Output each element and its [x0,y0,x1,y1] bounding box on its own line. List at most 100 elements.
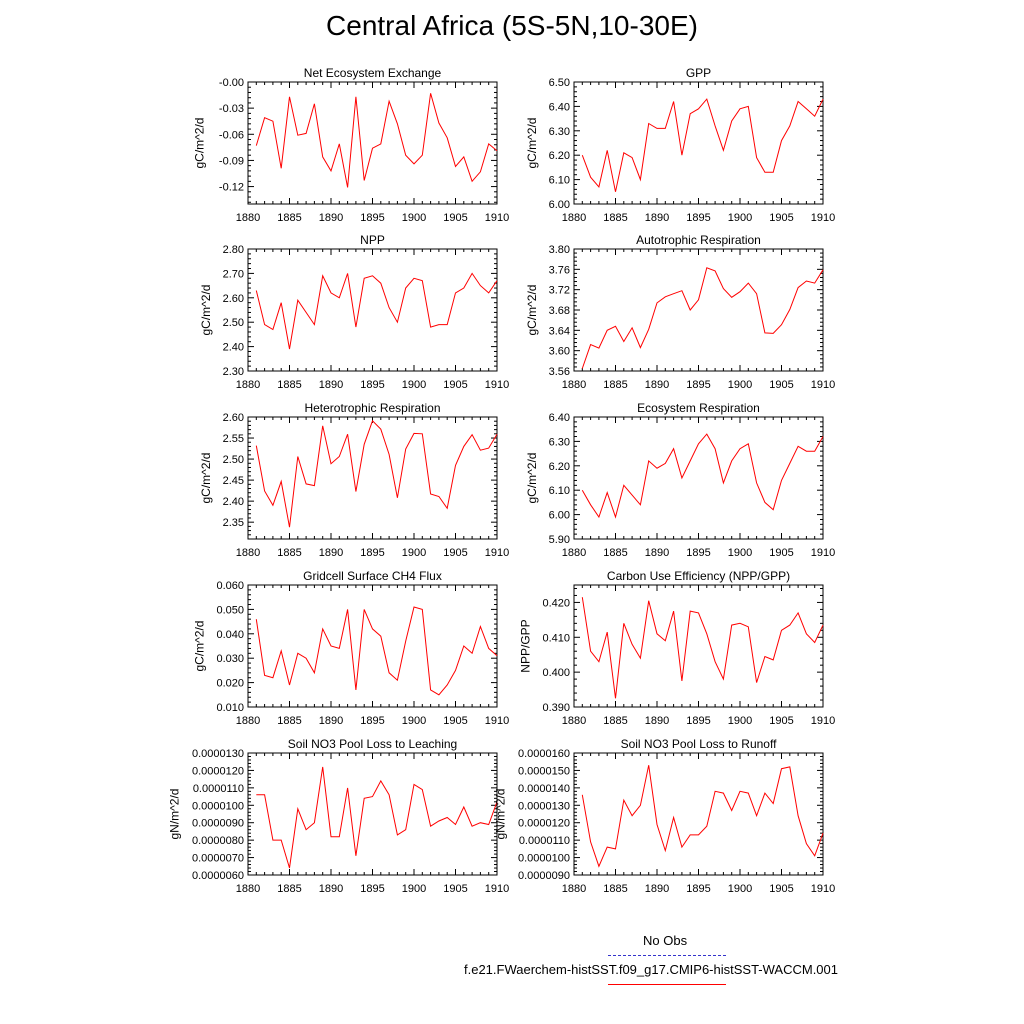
y-tick-label: 0.390 [542,702,570,714]
y-tick-label: 6.30 [549,436,570,448]
x-tick-label: 1905 [443,547,467,559]
plot-frame [247,248,498,372]
plot-frame [573,752,824,876]
y-axis-label: gN/m^2/d [493,789,507,840]
x-tick-label: 1890 [645,547,669,559]
x-tick-label: 1910 [811,379,835,391]
y-tick-label: 0.0000160 [518,748,570,760]
series-line [581,433,824,519]
x-tick-label: 1895 [686,379,710,391]
x-tick-label: 1880 [236,379,260,391]
panel-title: Carbon Use Efficiency (NPP/GPP) [607,569,790,583]
x-tick-label: 1885 [603,379,627,391]
y-tick-label: 3.72 [549,285,570,297]
y-tick-label: 2.60 [223,412,244,424]
x-tick-label: 1905 [769,212,793,224]
y-axis-label: NPP/GPP [519,619,533,672]
y-tick-label: 0.0000150 [518,765,570,777]
y-tick-label: -0.03 [219,103,244,115]
x-tick-label: 1895 [686,883,710,895]
panel-title: Gridcell Surface CH4 Flux [303,569,442,583]
x-tick-label: 1910 [485,212,509,224]
x-tick-label: 1880 [562,379,586,391]
x-tick-label: 1895 [686,212,710,224]
y-tick-label: 0.0000100 [518,853,570,865]
x-tick-label: 1895 [360,212,384,224]
y-axis-label: gC/m^2/d [525,118,539,169]
x-tick-label: 1885 [277,379,301,391]
y-tick-label: 0.0000130 [192,748,244,760]
y-tick-label: 2.80 [223,244,244,256]
y-tick-label: 6.30 [549,126,570,138]
x-tick-label: 1900 [728,883,752,895]
x-tick-label: 1905 [443,715,467,727]
x-tick-label: 1885 [603,883,627,895]
y-tick-label: 3.56 [549,366,570,378]
plot-frame [573,248,824,372]
x-tick-label: 1890 [645,883,669,895]
y-tick-label: 0.020 [216,678,244,690]
y-tick-label: 2.55 [223,433,244,445]
y-tick-label: 2.35 [223,517,244,529]
y-tick-label: 6.40 [549,412,570,424]
y-tick-label: 0.0000080 [192,835,244,847]
y-tick-label: 3.68 [549,305,570,317]
y-tick-label: 0.060 [216,580,244,592]
y-tick-label: 0.050 [216,604,244,616]
x-tick-label: 1900 [402,379,426,391]
y-tick-label: -0.06 [219,129,244,141]
y-axis-label: gC/m^2/d [199,285,213,336]
y-tick-label: 2.70 [223,268,244,280]
panel-title: GPP [686,66,711,80]
x-tick-label: 1895 [360,883,384,895]
series-line [256,766,498,869]
x-tick-label: 1890 [319,883,343,895]
panel-title: NPP [360,233,385,247]
panel-title: Autotrophic Respiration [636,233,761,247]
x-tick-label: 1890 [319,547,343,559]
plot-frame [247,584,498,708]
x-tick-label: 1910 [485,547,509,559]
y-tick-label: 6.00 [549,510,570,522]
x-tick-label: 1910 [811,715,835,727]
y-tick-label: 2.50 [223,454,244,466]
y-tick-label: 6.20 [549,150,570,162]
x-tick-label: 1910 [485,379,509,391]
series-line [255,606,498,696]
y-tick-label: 0.0000090 [192,818,244,830]
x-tick-label: 1905 [443,212,467,224]
panel-title: Ecosystem Respiration [637,401,760,415]
x-tick-label: 1885 [277,883,301,895]
y-tick-label: 6.10 [549,175,570,187]
series-line [255,419,498,528]
y-tick-label: 6.00 [549,199,570,211]
x-tick-label: 1885 [603,212,627,224]
y-tick-label: 0.0000090 [518,870,570,882]
x-tick-label: 1910 [811,212,835,224]
x-tick-label: 1890 [645,379,669,391]
x-tick-label: 1895 [360,379,384,391]
x-tick-label: 1900 [402,715,426,727]
legend-model-line [608,984,726,985]
x-tick-label: 1880 [562,212,586,224]
y-tick-label: 0.0000110 [193,783,244,795]
x-tick-label: 1905 [443,883,467,895]
y-tick-label: 6.40 [549,101,570,113]
x-tick-label: 1885 [277,547,301,559]
x-tick-label: 1900 [728,547,752,559]
y-tick-label: 0.0000130 [518,800,570,812]
x-tick-label: 1880 [562,715,586,727]
y-axis-label: gC/m^2/d [525,285,539,336]
x-tick-label: 1910 [811,547,835,559]
y-tick-label: 0.0000140 [518,783,570,795]
y-tick-label: 0.040 [216,629,244,641]
x-tick-label: 1895 [360,715,384,727]
y-tick-label: 2.40 [223,496,244,508]
x-tick-label: 1880 [562,883,586,895]
y-axis-label: gC/m^2/d [193,118,207,169]
y-tick-label: 0.0000120 [518,818,570,830]
page-title: Central Africa (5S-5N,10-30E) [326,10,698,41]
y-tick-label: 0.0000120 [192,765,244,777]
series-line [581,597,824,699]
